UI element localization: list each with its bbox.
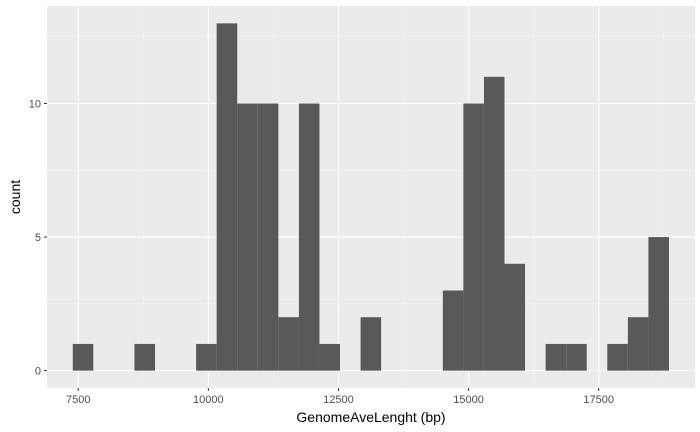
y-tick-label: 10 <box>29 99 41 111</box>
x-tick-label: 17500 <box>583 394 614 406</box>
histogram-bar <box>463 103 484 371</box>
histogram-bar <box>627 317 649 371</box>
histogram-bar <box>298 103 320 371</box>
x-tick-label: 12500 <box>323 394 354 406</box>
histogram-bars <box>72 23 669 371</box>
y-axis-ticks: 0 5 10 <box>29 99 47 378</box>
histogram-bar <box>257 103 279 371</box>
histogram-bar <box>196 343 217 371</box>
histogram-bar <box>545 343 567 371</box>
histogram-bar <box>504 263 526 371</box>
histogram-bar <box>442 290 464 371</box>
histogram-bar <box>134 343 155 371</box>
y-axis-title: count <box>7 180 23 214</box>
histogram-bar <box>319 343 341 371</box>
x-tick-label: 10000 <box>193 394 224 406</box>
histogram-bar <box>216 23 238 371</box>
histogram-bar <box>72 343 94 371</box>
histogram-bar <box>648 237 669 371</box>
histogram-bar <box>278 317 299 371</box>
x-axis-title: GenomeAveLenght (bp) <box>296 409 445 425</box>
x-tick-label: 15000 <box>453 394 484 406</box>
histogram-bar <box>483 76 505 371</box>
histogram-bar <box>237 103 258 371</box>
histogram-bar <box>607 343 628 371</box>
y-tick-label: 5 <box>35 232 41 244</box>
histogram-bar <box>566 343 587 371</box>
histogram-bar <box>360 317 382 371</box>
y-tick-label: 0 <box>35 366 41 378</box>
x-tick-label: 7500 <box>66 394 90 406</box>
x-axis-ticks: 7500 10000 12500 15000 17500 <box>66 388 614 406</box>
